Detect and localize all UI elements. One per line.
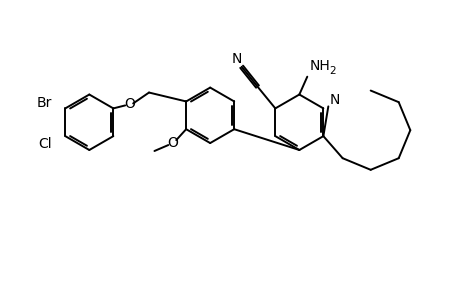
Text: N: N [330,94,340,107]
Text: N: N [231,52,241,66]
Text: NH: NH [308,59,329,73]
Text: Cl: Cl [38,137,51,151]
Text: Br: Br [37,96,52,110]
Text: O: O [123,98,134,111]
Text: O: O [167,136,177,150]
Text: 2: 2 [328,66,335,76]
